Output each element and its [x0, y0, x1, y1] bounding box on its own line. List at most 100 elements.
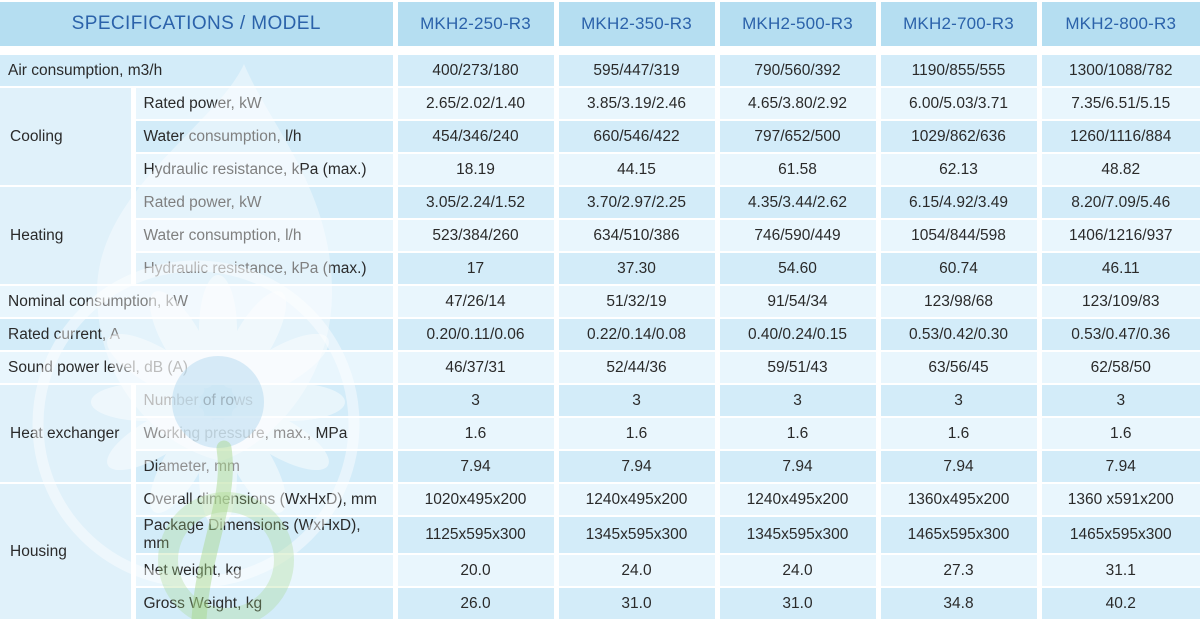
spec-value: 3 [1039, 384, 1200, 418]
spec-value: 7.94 [395, 450, 559, 484]
spec-value: 46.11 [1039, 252, 1200, 286]
spec-value: 1406/1216/937 [1039, 219, 1200, 253]
spec-label: Sound power level, dB (A) [0, 351, 398, 385]
model-column-header: MKH2-700-R3 [878, 2, 1042, 55]
spec-value: 7.94 [556, 450, 720, 484]
spec-value: 1125x595x300 [395, 516, 559, 555]
spec-label: Gross Weight, kg [133, 587, 398, 621]
spec-value: 1020x495x200 [395, 483, 559, 517]
table-header-row: SPECIFICATIONS / MODEL MKH2-250-R3 MKH2-3… [0, 2, 1200, 55]
spec-label: Hydraulic resistance, kPa (max.) [133, 252, 398, 286]
table-row: Heat exchanger Number of rows 3 3 3 3 3 [0, 384, 1200, 484]
spec-value: 1.6 [556, 417, 720, 451]
spec-value: 4.65/3.80/2.92 [717, 87, 881, 121]
spec-value: 31.0 [556, 587, 720, 621]
spec-value: 24.0 [556, 554, 720, 588]
group-label: Cooling [0, 87, 136, 187]
spec-value: 123/109/83 [1039, 285, 1200, 319]
spec-value: 1029/862/636 [878, 120, 1042, 154]
spec-value: 62/58/50 [1039, 351, 1200, 385]
group-label: Heating [0, 186, 136, 286]
spec-value: 595/447/319 [556, 50, 720, 88]
spec-value: 37.30 [556, 252, 720, 286]
spec-value: 3 [556, 384, 720, 418]
table-row: Water consumption, l/h 523/384/260 634/510… [0, 219, 1200, 253]
spec-value: 3 [395, 384, 559, 418]
spec-value: 3.05/2.24/1.52 [395, 186, 559, 220]
spec-value: 18.19 [395, 153, 559, 187]
table-row: Diameter, mm 7.94 7.94 7.94 7.94 7.94 [0, 450, 1200, 484]
table-row: Net weight, kg 20.0 24.0 24.0 27.3 31.1 [0, 554, 1200, 588]
spec-value: 46/37/31 [395, 351, 559, 385]
spec-value: 523/384/260 [395, 219, 559, 253]
spec-value: 1240x495x200 [556, 483, 720, 517]
spec-value: 26.0 [395, 587, 559, 621]
spec-value: 8.20/7.09/5.46 [1039, 186, 1200, 220]
model-column-header: MKH2-350-R3 [556, 2, 720, 55]
spec-label: Nominal consumption, kW [0, 285, 398, 319]
table-row: Sound power level, dB (A) 46/37/31 52/44/3… [0, 351, 1200, 385]
spec-value: 7.94 [717, 450, 881, 484]
spec-value: 0.53/0.42/0.30 [878, 318, 1042, 352]
table-row: Housing Overall dimensions (WxHxD), mm 102… [0, 483, 1200, 621]
spec-value: 24.0 [717, 554, 881, 588]
spec-value: 6.00/5.03/3.71 [878, 87, 1042, 121]
spec-value: 1190/855/555 [878, 50, 1042, 88]
table-row: Package Dimensions (WxHxD), mm 1125x595x3… [0, 516, 1200, 555]
model-column-header: MKH2-800-R3 [1039, 2, 1200, 55]
spec-label: Hydraulic resistance, kPa (max.) [133, 153, 398, 187]
spec-label: Overall dimensions (WxHxD), mm [133, 483, 398, 517]
spec-value: 2.65/2.02/1.40 [395, 87, 559, 121]
table-row: Gross Weight, kg 26.0 31.0 31.0 34.8 40.2 [0, 587, 1200, 621]
spec-value: 400/273/180 [395, 50, 559, 88]
spec-label: Working pressure, max., MPa [133, 417, 398, 451]
spec-value: 746/590/449 [717, 219, 881, 253]
table-row: Water consumption, l/h 454/346/240 660/546… [0, 120, 1200, 154]
spec-value: 790/560/392 [717, 50, 881, 88]
spec-value: 34.8 [878, 587, 1042, 621]
spec-value: 54.60 [717, 252, 881, 286]
table-row: Cooling Rated power, kW 2.65/2.02/1.40 3.85… [0, 87, 1200, 187]
spec-value: 3 [878, 384, 1042, 418]
spec-value: 1.6 [1039, 417, 1200, 451]
spec-value: 63/56/45 [878, 351, 1042, 385]
spec-value: 17 [395, 252, 559, 286]
spec-value: 31.1 [1039, 554, 1200, 588]
spec-value: 1.6 [395, 417, 559, 451]
spec-label: Rated power, kW [133, 186, 398, 220]
spec-value: 91/54/34 [717, 285, 881, 319]
spec-value: 60.74 [878, 252, 1042, 286]
spec-value: 1260/1116/884 [1039, 120, 1200, 154]
spec-value: 660/546/422 [556, 120, 720, 154]
spec-value: 1360 x591x200 [1039, 483, 1200, 517]
table-row: Air consumption, m3/h 400/273/180 595/447/… [0, 50, 1200, 88]
spec-value: 6.15/4.92/3.49 [878, 186, 1042, 220]
spec-value: 44.15 [556, 153, 720, 187]
spec-value: 634/510/386 [556, 219, 720, 253]
spec-value: 1360x495x200 [878, 483, 1042, 517]
spec-label: Air consumption, m3/h [0, 50, 398, 88]
spec-label: Net weight, kg [133, 554, 398, 588]
spec-value: 51/32/19 [556, 285, 720, 319]
table-row: Rated current, A 0.20/0.11/0.06 0.22/0.14/… [0, 318, 1200, 352]
table-body: Air consumption, m3/h 400/273/180 595/447/… [0, 50, 1200, 621]
spec-value: 1345x595x300 [556, 516, 720, 555]
table-row: Nominal consumption, kW 47/26/14 51/32/19 9… [0, 285, 1200, 319]
spec-value: 47/26/14 [395, 285, 559, 319]
spec-value: 454/346/240 [395, 120, 559, 154]
spec-value: 7.94 [878, 450, 1042, 484]
spec-label: Package Dimensions (WxHxD), mm [133, 516, 398, 555]
spec-value: 20.0 [395, 554, 559, 588]
table-row: Hydraulic resistance, kPa (max.) 17 37.30 5… [0, 252, 1200, 286]
group-label: Heat exchanger [0, 384, 136, 484]
table-row: Working pressure, max., MPa 1.6 1.6 1.6 1.6 1… [0, 417, 1200, 451]
group-label: Housing [0, 483, 136, 621]
spec-value: 1345x595x300 [717, 516, 881, 555]
spec-value: 7.35/6.51/5.15 [1039, 87, 1200, 121]
spec-label: Rated power, kW [133, 87, 398, 121]
spec-value: 4.35/3.44/2.62 [717, 186, 881, 220]
spec-value: 0.22/0.14/0.08 [556, 318, 720, 352]
spec-value: 123/98/68 [878, 285, 1042, 319]
